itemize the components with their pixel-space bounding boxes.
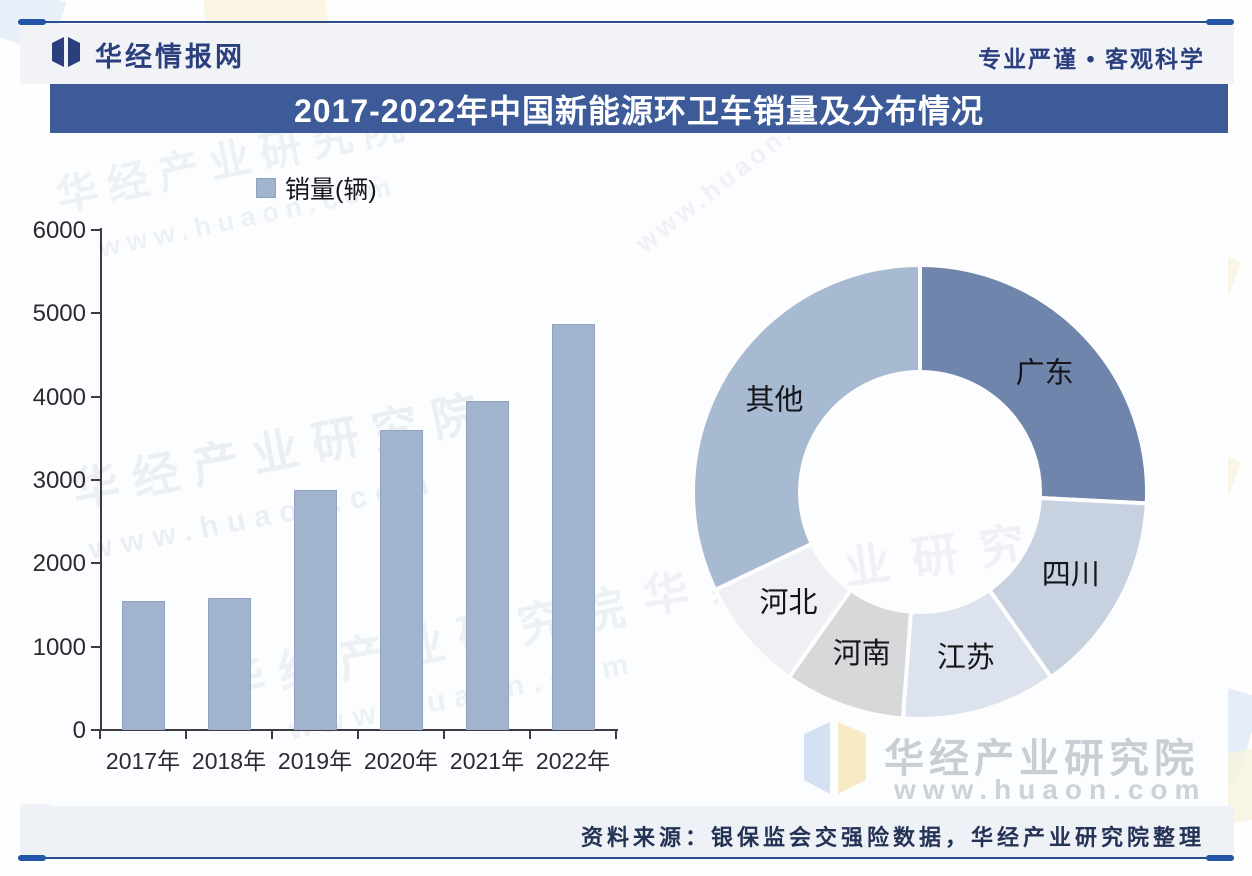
top-rule bbox=[18, 19, 1234, 25]
y-tick-mark bbox=[91, 645, 100, 648]
x-tick-mark bbox=[185, 731, 187, 739]
site-brand: 华经情报网 bbox=[48, 34, 245, 75]
data-source-note: 资料来源：银保监会交强险数据，华经产业研究院整理 bbox=[580, 825, 1205, 850]
bar-2022年 bbox=[551, 324, 595, 730]
x-tick-mark bbox=[529, 731, 531, 739]
donut-label-广东: 广东 bbox=[1016, 357, 1074, 390]
rule-end-dash bbox=[18, 19, 46, 25]
y-tick-mark bbox=[91, 562, 100, 565]
donut-slice-广东 bbox=[918, 262, 1149, 506]
y-tick-mark bbox=[91, 229, 100, 231]
x-axis-line bbox=[100, 729, 618, 731]
donut-label-河北: 河北 bbox=[759, 587, 817, 619]
x-category-label: 2018年 bbox=[191, 748, 267, 774]
brand-name: 华经情报网 bbox=[95, 42, 245, 72]
bar-2017年 bbox=[121, 600, 165, 730]
x-category-label: 2020年 bbox=[363, 748, 439, 774]
y-tick-mark bbox=[91, 312, 100, 315]
x-tick-mark bbox=[443, 731, 445, 739]
y-tick-label: 6000 bbox=[32, 217, 86, 244]
bar-2021年 bbox=[465, 400, 509, 730]
donut-label-四川: 四川 bbox=[1042, 559, 1100, 591]
bottom-rule bbox=[18, 855, 1234, 861]
bar-2018年 bbox=[207, 598, 251, 730]
y-tick-label: 4000 bbox=[32, 383, 86, 411]
donut-label-其他: 其他 bbox=[745, 383, 803, 416]
watermark-url: www.huaon.com bbox=[894, 774, 1207, 805]
x-tick-mark bbox=[271, 731, 273, 739]
y-tick-label: 1000 bbox=[32, 633, 86, 661]
x-tick-mark bbox=[357, 731, 359, 739]
x-tick-mark bbox=[615, 731, 617, 739]
donut-slice-四川 bbox=[986, 495, 1149, 681]
donut-slice-其他 bbox=[691, 262, 922, 593]
bar-2020年 bbox=[379, 430, 423, 730]
rule-end-dash bbox=[1206, 855, 1234, 861]
rule-end-dash bbox=[1206, 19, 1234, 25]
y-tick-label: 2000 bbox=[32, 550, 86, 578]
bar-2019年 bbox=[293, 490, 337, 730]
donut-label-河南: 河南 bbox=[833, 637, 891, 670]
rule-end-dash bbox=[18, 855, 46, 861]
chart-title-banner: 2017-2022年中国新能源环卫车销量及分布情况 bbox=[50, 84, 1228, 133]
x-category-label: 2021年 bbox=[449, 748, 525, 774]
y-axis-line bbox=[100, 228, 102, 731]
y-tick-mark bbox=[91, 395, 100, 398]
y-tick-label: 3000 bbox=[32, 467, 86, 494]
x-category-label: 2019年 bbox=[277, 748, 353, 774]
x-category-label: 2022年 bbox=[535, 748, 611, 774]
x-tick-mark bbox=[99, 731, 101, 739]
donut-label-江苏: 江苏 bbox=[937, 641, 995, 674]
watermark-name: 华经产业研究院 bbox=[884, 737, 1199, 781]
legend-swatch bbox=[256, 178, 276, 198]
y-tick-mark bbox=[91, 729, 100, 731]
huajing-logo-icon bbox=[48, 34, 84, 75]
y-tick-mark bbox=[91, 479, 100, 481]
header-band bbox=[20, 24, 1234, 84]
bar-legend: 销量(辆) bbox=[256, 170, 377, 206]
watermark-logo-icon bbox=[798, 716, 872, 805]
y-tick-label: 5000 bbox=[32, 300, 86, 328]
slogan-text: 专业严谨 • 客观科学 bbox=[978, 46, 1205, 72]
legend-label: 销量(辆) bbox=[285, 176, 377, 204]
x-category-label: 2017年 bbox=[105, 748, 181, 774]
y-tick-label: 0 bbox=[72, 717, 86, 744]
source-band bbox=[20, 804, 1234, 858]
